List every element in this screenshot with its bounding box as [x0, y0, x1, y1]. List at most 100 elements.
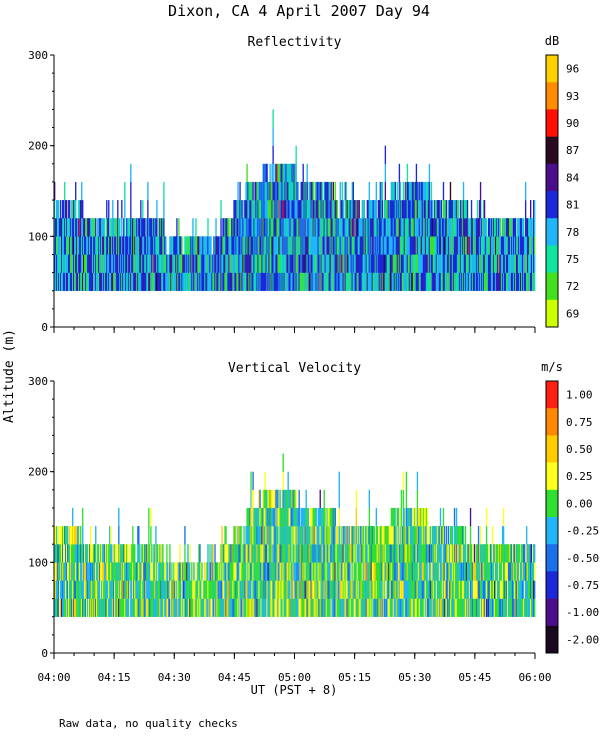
heatmap-cell — [510, 544, 513, 563]
heatmap-cell — [175, 236, 177, 255]
heatmap-cell — [339, 200, 341, 219]
heatmap-cell — [372, 562, 375, 581]
x-tick-label: 04:15 — [98, 671, 131, 684]
heatmap-cell — [268, 254, 270, 273]
heatmap-cell — [162, 562, 164, 581]
heatmap-cell — [64, 200, 66, 219]
heatmap-cell — [145, 598, 147, 617]
heatmap-cell — [330, 598, 332, 617]
heatmap-cell — [258, 272, 260, 291]
heatmap-cell — [337, 598, 339, 617]
heatmap-cell — [189, 544, 191, 563]
heatmap-cell — [60, 562, 62, 581]
heatmap-cell — [485, 526, 488, 545]
heatmap-cell — [362, 526, 364, 545]
heatmap-cell — [314, 580, 316, 599]
y-tick-label: 100 — [28, 556, 48, 569]
heatmap-cell — [396, 544, 399, 563]
heatmap-cell — [234, 526, 236, 545]
heatmap-cell — [218, 272, 220, 291]
heatmap-cell — [263, 580, 265, 599]
heatmap-cell — [384, 181, 387, 201]
heatmap-cell — [486, 580, 489, 599]
heatmap-cell — [502, 598, 505, 617]
heatmap-cell — [476, 218, 479, 237]
heatmap-cell — [311, 272, 313, 291]
heatmap-cell — [171, 254, 173, 273]
heatmap-cell — [300, 254, 302, 273]
heatmap-cell — [274, 218, 276, 237]
heatmap-cell — [313, 218, 315, 237]
heatmap-cell — [364, 272, 366, 291]
heatmap-cell — [277, 181, 279, 201]
heatmap-cell — [308, 218, 310, 237]
heatmap-cell — [338, 218, 340, 237]
heatmap-cell — [288, 163, 290, 183]
heatmap-cell — [321, 526, 323, 545]
heatmap-cell — [236, 598, 238, 617]
heatmap-cell — [135, 562, 137, 581]
heatmap-cell — [398, 254, 401, 273]
heatmap-cell — [318, 218, 320, 237]
heatmap-cell — [428, 200, 431, 219]
heatmap-cell — [420, 526, 423, 545]
heatmap-cell — [197, 598, 199, 617]
heatmap-cell — [263, 562, 265, 581]
heatmap-cell — [382, 272, 385, 291]
heatmap-cell — [80, 544, 82, 563]
heatmap-cell — [269, 580, 271, 599]
heatmap-cell — [392, 598, 395, 617]
heatmap-cell — [82, 254, 84, 273]
heatmap-cell — [209, 598, 211, 617]
heatmap-cell — [472, 254, 475, 273]
heatmap-cell — [377, 598, 380, 617]
heatmap-cell — [312, 254, 314, 273]
heatmap-cell — [141, 562, 143, 581]
heatmap-cell — [497, 236, 500, 255]
heatmap-cell — [230, 580, 232, 599]
heatmap-cell — [438, 272, 441, 291]
heatmap-cell — [57, 562, 59, 581]
heatmap-cell — [304, 507, 306, 527]
heatmap-cell — [61, 562, 63, 581]
heatmap-cell — [106, 254, 108, 273]
heatmap-cell — [152, 562, 154, 581]
heatmap-cell — [158, 562, 160, 581]
heatmap-cell — [515, 236, 518, 255]
heatmap-cell — [224, 236, 226, 255]
heatmap-cell — [223, 236, 225, 255]
heatmap-cell — [373, 526, 376, 545]
heatmap-cell — [253, 544, 255, 563]
heatmap-cell — [130, 236, 132, 255]
heatmap-cell — [363, 254, 365, 273]
heatmap-cell — [340, 544, 342, 563]
heatmap-cell — [524, 580, 527, 599]
heatmap-cell — [338, 580, 340, 599]
heatmap-cell — [512, 218, 515, 237]
heatmap-cell — [177, 236, 179, 255]
heatmap-cell — [400, 236, 403, 255]
heatmap-cell — [339, 544, 341, 563]
heatmap-cell — [485, 544, 488, 563]
heatmap-cell — [410, 181, 413, 201]
heatmap-cell — [333, 507, 335, 527]
heatmap-cell — [341, 254, 343, 273]
heatmap-cell — [370, 598, 373, 617]
heatmap-cell — [332, 218, 334, 237]
heatmap-cell — [503, 544, 506, 563]
heatmap-cell — [301, 562, 303, 581]
heatmap-cell — [426, 272, 429, 291]
heatmap-cell — [363, 236, 365, 255]
heatmap-cell — [265, 181, 267, 201]
heatmap-cell — [233, 544, 235, 563]
heatmap-cell — [403, 544, 406, 563]
heatmap-cell — [354, 236, 356, 255]
heatmap-cell — [413, 544, 416, 563]
heatmap-cell — [365, 598, 367, 617]
heatmap-cell — [205, 562, 207, 581]
heatmap-cell — [221, 254, 223, 273]
heatmap-cell — [492, 562, 495, 581]
heatmap-cell — [246, 580, 248, 599]
heatmap-cell — [57, 236, 59, 255]
heatmap-cell — [91, 236, 93, 255]
